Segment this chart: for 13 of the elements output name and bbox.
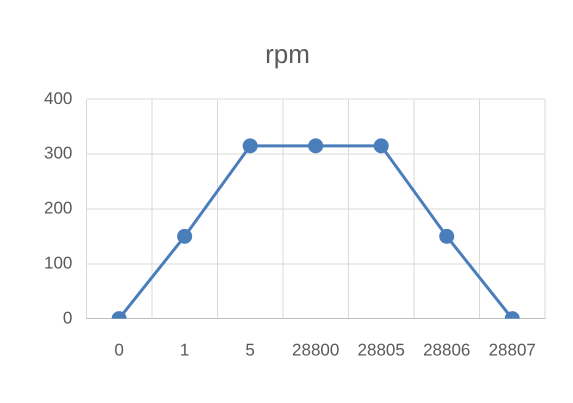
y-tick-label: 200 (44, 198, 72, 218)
y-tick-label: 100 (44, 253, 72, 272)
y-tick-label: 0 (62, 308, 72, 328)
x-tick-label: 0 (114, 340, 124, 360)
x-tick-label: 28805 (358, 340, 405, 360)
x-tick-label: 5 (245, 340, 255, 360)
x-tick-label: 1 (180, 340, 190, 360)
chart-title: rpm (265, 38, 310, 69)
x-tick-label: 28807 (488, 340, 536, 360)
y-tick-label: 300 (44, 144, 72, 163)
x-tick-label: 28800 (292, 340, 340, 360)
y-tick-label: 400 (44, 88, 72, 108)
x-tick-label: 28806 (423, 340, 470, 360)
